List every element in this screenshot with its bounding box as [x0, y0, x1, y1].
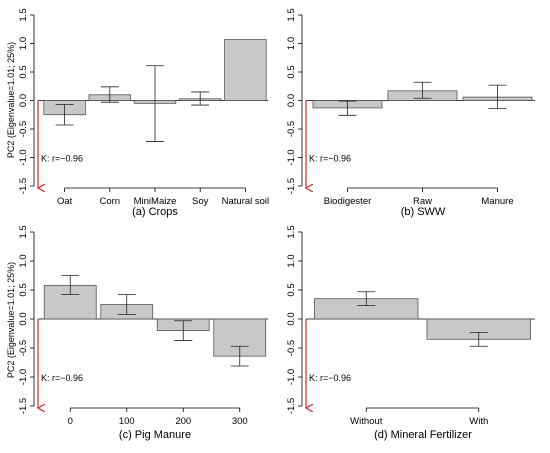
- x-tick-label: Oat: [57, 196, 73, 207]
- x-tick-label: Without: [350, 416, 383, 427]
- y-tick-label: -1.5: [286, 178, 297, 194]
- y-tick-label: 0.5: [286, 65, 297, 78]
- y-tick-label: 1.5: [286, 225, 297, 238]
- k-vector-label: K: r=−0.96: [41, 154, 83, 164]
- x-tick-label: Manure: [481, 196, 513, 207]
- x-tick-label: Corn: [100, 196, 121, 207]
- y-tick-label: 1.0: [286, 254, 297, 267]
- x-tick-label: Natural soil: [222, 196, 270, 207]
- panel-caption: (c) Pig Manure: [119, 429, 191, 441]
- y-tick-label: 0.0: [18, 312, 29, 325]
- y-tick-label: -0.5: [286, 121, 297, 137]
- k-vector-label: K: r=−0.96: [309, 154, 351, 164]
- y-tick-label: 0.0: [18, 94, 29, 107]
- panel-caption: (b) SWW: [401, 206, 446, 218]
- y-tick-label: 1.5: [18, 8, 29, 21]
- y-tick-label: -0.5: [18, 340, 29, 356]
- panel-d: (d) Mineral Fertilizer -1.5 -1.0 -0.5 0.0 0.…: [286, 225, 535, 441]
- x-tick-label: 0: [68, 416, 73, 427]
- y-tick-label: 1.5: [18, 225, 29, 238]
- panel-caption: (d) Mineral Fertilizer: [374, 429, 472, 441]
- x-tick-label: Soy: [192, 196, 209, 207]
- x-tick-label: 100: [119, 416, 135, 427]
- k-vector-label: K: r=−0.96: [41, 373, 83, 383]
- y-tick-label: 0.5: [286, 283, 297, 296]
- y-tick-label: 1.5: [286, 8, 297, 21]
- y-tick-label: -1.5: [286, 398, 297, 414]
- y-axis-label: PC2 (Eigenvalue=1.01; 25%): [6, 262, 16, 378]
- y-tick-label: -1.0: [286, 369, 297, 385]
- y-tick-label: 1.0: [286, 37, 297, 50]
- y-tick-label: 0.5: [18, 65, 29, 78]
- x-tick-label: 200: [175, 416, 191, 427]
- y-tick-label: -1.0: [18, 149, 29, 165]
- x-tick-label: With: [469, 416, 488, 427]
- y-tick-label: -1.5: [18, 178, 29, 194]
- y-tick-label: -1.0: [18, 369, 29, 385]
- y-tick-label: -1.5: [18, 398, 29, 414]
- y-tick-label: 0.0: [286, 94, 297, 107]
- bar: [224, 39, 267, 101]
- y-axis-label: PC2 (Eigenvalue=1.01; 25%): [6, 42, 16, 158]
- y-tick-label: 0.0: [286, 312, 297, 325]
- x-tick-label: MiniMaize: [134, 196, 177, 207]
- panel-a: PC2 (Eigenvalue=1.01; 25%) (a) Crops -1.…: [6, 8, 269, 218]
- x-tick-label: 300: [232, 416, 248, 427]
- x-tick-label: Biodigester: [324, 196, 372, 207]
- panel-c: PC2 (Eigenvalue=1.01; 25%) (c) Pig Manur…: [6, 225, 268, 441]
- y-tick-label: 1.0: [18, 37, 29, 50]
- y-tick-label: 1.0: [18, 254, 29, 267]
- panel-caption: (a) Crops: [132, 206, 178, 218]
- y-tick-label: -1.0: [286, 149, 297, 165]
- y-tick-label: -0.5: [286, 340, 297, 356]
- y-tick-label: -0.5: [18, 121, 29, 137]
- k-vector-label: K: r=−0.96: [309, 373, 351, 383]
- panel-b: (b) SWW -1.5 -1.0 -0.5 0.0 0.5 1.0 1.5 Biodiges…: [286, 8, 535, 218]
- x-tick-label: Raw: [413, 196, 432, 207]
- y-tick-label: 0.5: [18, 283, 29, 296]
